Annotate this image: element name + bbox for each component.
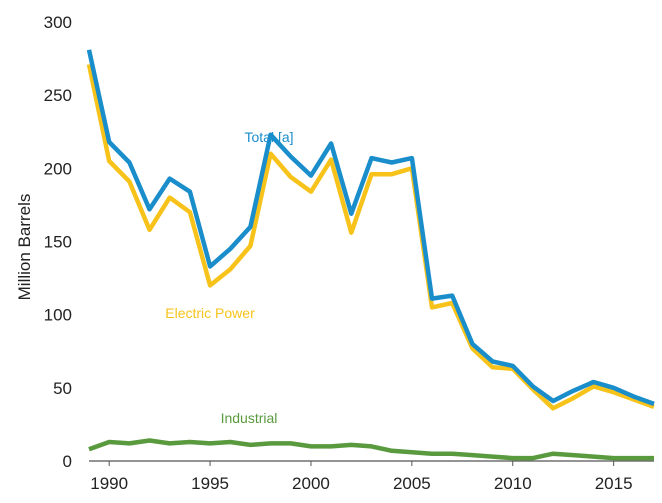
series-label-electric-power: Electric Power [165,305,255,321]
x-tick-label: 2000 [292,474,330,493]
y-tick-label: 50 [53,379,72,398]
x-tick-label: 2010 [494,474,532,493]
series-label-total: Total [a] [244,129,293,145]
x-tick-label: 1995 [191,474,229,493]
series-lines [86,49,655,461]
series-line-electric-power [86,63,655,411]
y-tick-label: 0 [63,452,72,471]
x-axis-ticks: 1990 1995 2000 2005 2010 2015 [90,461,633,493]
y-tick-label: 100 [44,306,72,325]
y-tick-label: 200 [44,159,72,178]
x-tick-label: 2005 [393,474,431,493]
y-axis-ticks: 0 50 100 150 200 250 300 [44,13,72,471]
series-line-total [86,49,655,407]
y-axis-title: Million Barrels [15,194,34,301]
y-tick-label: 150 [44,233,72,252]
y-tick-label: 300 [44,13,72,32]
x-tick-label: 2015 [595,474,633,493]
series-label-industrial: Industrial [221,410,278,426]
y-tick-label: 250 [44,86,72,105]
x-tick-label: 1990 [90,474,128,493]
series-line-industrial [88,438,654,461]
